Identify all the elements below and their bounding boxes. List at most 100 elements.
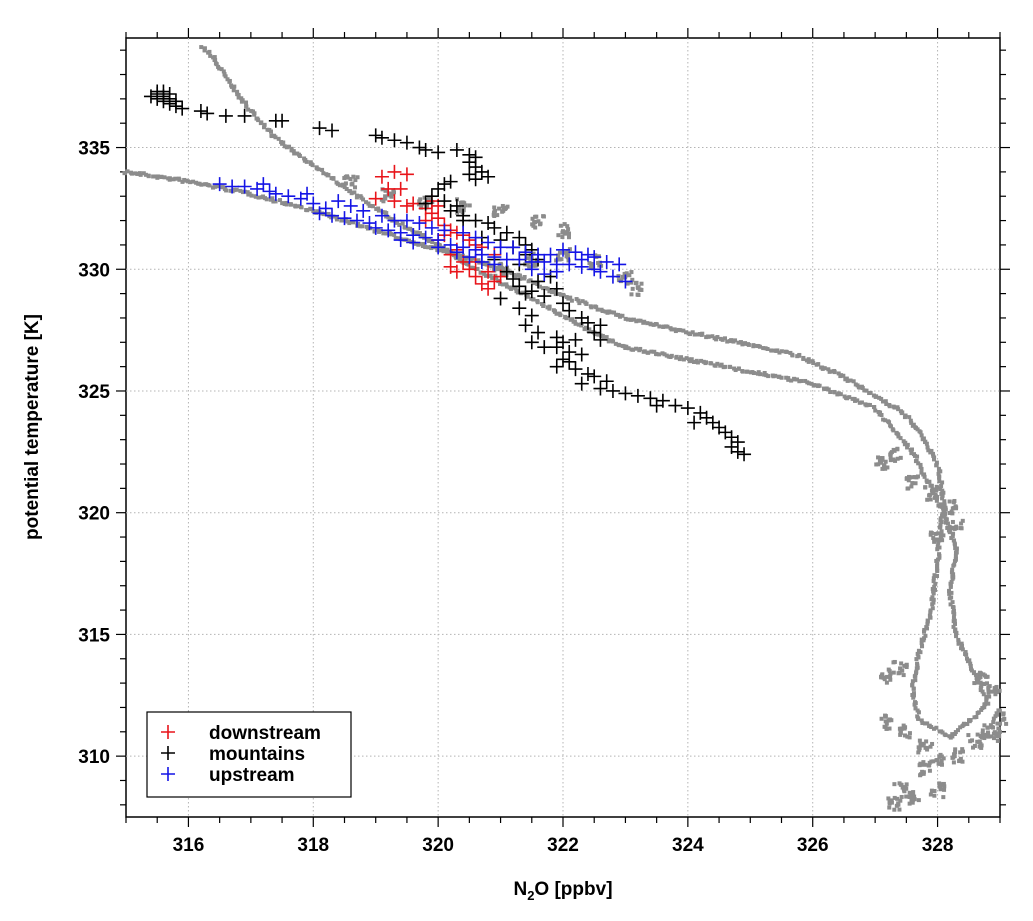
background-point [947,588,952,593]
background-point [920,720,925,725]
background-point [888,455,893,460]
x-tick-label: 326 [797,835,829,856]
background-point [906,478,911,483]
background-point [545,305,550,310]
background-point [941,509,946,514]
background-point [604,335,609,340]
background-point [908,418,913,423]
background-point [928,610,933,615]
background-point [642,319,647,324]
data-point-upstream [412,216,427,231]
background-point [943,505,948,510]
background-point [934,725,939,730]
background-point [983,732,988,737]
background-point [600,309,605,314]
background-point [816,384,821,389]
background-point [939,529,944,534]
background-point [660,351,665,356]
background-point [916,710,921,715]
background-point [878,674,883,679]
background-point [928,497,933,502]
background-point [968,661,973,666]
background-point [276,136,281,141]
background-point [568,295,573,300]
background-point [476,258,481,263]
background-point [949,590,954,595]
data-point-mountains [593,332,608,347]
background-point [925,721,930,726]
background-point [938,502,943,507]
background-point [211,55,216,60]
data-point-mountains [687,415,702,430]
data-point-upstream [605,269,620,284]
background-point [381,231,386,236]
data-point-mountains [556,296,570,311]
background-point [898,732,903,737]
background-point [577,301,582,306]
background-point [887,805,892,810]
background-point [942,499,947,504]
background-point [922,762,927,767]
background-point [918,462,923,467]
data-point-upstream [256,177,271,192]
background-point [553,292,558,297]
background-point [584,301,589,306]
background-point [805,380,810,385]
background-point [975,739,980,744]
background-point [334,217,339,222]
background-point [429,245,434,250]
background-point [910,796,915,801]
data-point-upstream [418,230,433,245]
background-point [986,734,991,739]
data-point-upstream [306,196,321,211]
background-point [776,374,781,379]
background-point [482,271,487,276]
background-point [262,125,267,130]
data-point-upstream [531,247,546,262]
background-point [367,203,372,208]
background-point [645,350,650,355]
background-point [566,227,571,232]
background-point [974,676,979,681]
data-point-mountains [468,213,483,228]
background-point [927,763,932,768]
background-point [891,457,896,462]
background-point [269,133,274,138]
background-point [927,768,932,773]
background-point [539,302,544,307]
background-point [950,732,955,737]
data-point-upstream [437,223,452,238]
background-point [722,336,727,341]
background-point [389,194,394,199]
background-point [918,772,923,777]
background-point [364,200,369,205]
background-point [908,447,913,452]
background-point [213,184,218,189]
background-point [931,597,936,602]
background-point [356,222,361,227]
background-point [987,694,992,699]
background-point [253,194,258,199]
background-point [997,708,1002,713]
background-point [221,69,226,74]
background-point [960,518,965,523]
background-point [382,210,387,215]
background-point [222,72,227,77]
background-point [219,67,224,72]
background-point [826,367,831,372]
background-point [898,728,903,733]
background-point [960,749,965,754]
background-point [567,231,572,236]
background-point [620,313,625,318]
background-point [513,274,518,279]
background-point [645,321,650,326]
background-point [949,570,954,575]
background-point [387,192,392,197]
background-point [951,760,956,765]
background-point [902,733,907,738]
background-point [898,730,903,735]
background-point [146,173,151,178]
background-point [232,84,237,89]
background-point [910,423,915,428]
background-point [728,364,733,369]
